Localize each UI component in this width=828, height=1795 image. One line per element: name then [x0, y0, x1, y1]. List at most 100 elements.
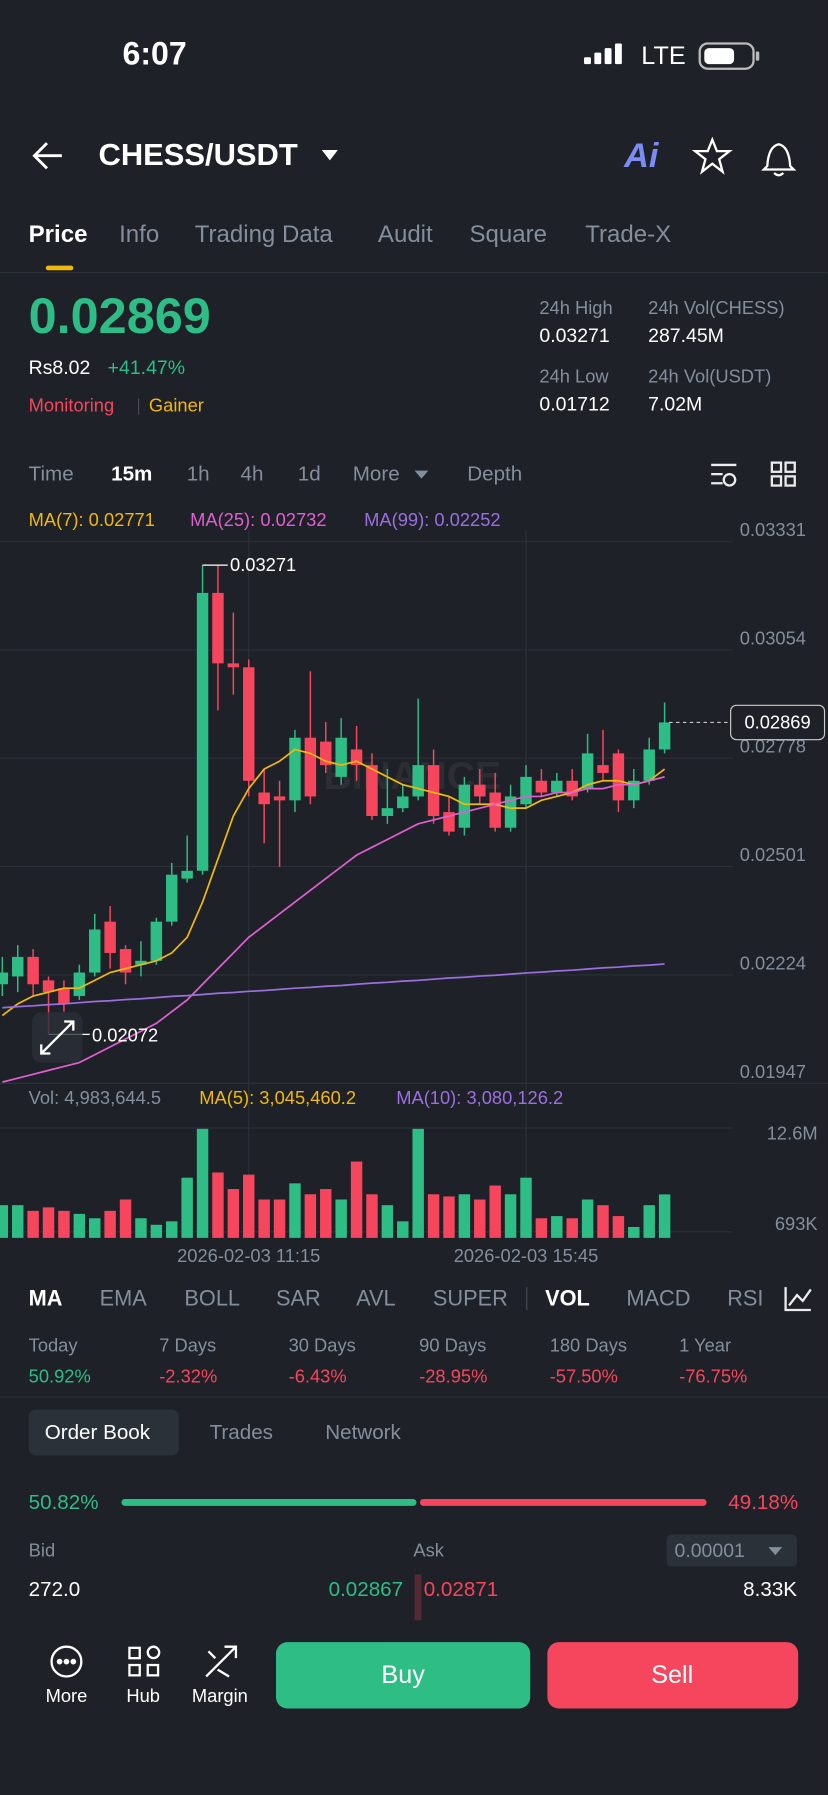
- volume-bar: [658, 1194, 671, 1238]
- tab[interactable]: Audit: [378, 221, 433, 248]
- active-tab-pill: [28, 1409, 179, 1456]
- interval[interactable]: 15m: [111, 463, 152, 486]
- indicator-tab[interactable]: VOL: [545, 1285, 590, 1310]
- layout-icon[interactable]: [770, 461, 796, 487]
- volume-bar: [27, 1210, 39, 1238]
- buy-label[interactable]: Buy: [381, 1661, 425, 1689]
- volume-bar: [381, 1205, 394, 1238]
- interval[interactable]: 1h: [187, 463, 210, 486]
- candle-body: [335, 737, 347, 777]
- ma-legend: MA(7): 0.02771: [29, 509, 155, 530]
- interval[interactable]: Depth: [467, 463, 522, 486]
- low-marker-label: 0.02072: [92, 1025, 158, 1046]
- candle-body: [427, 765, 440, 816]
- tab[interactable]: Square: [470, 221, 548, 248]
- candle-body: [489, 792, 501, 828]
- nav-label[interactable]: Margin: [192, 1685, 248, 1706]
- order-book-tab[interactable]: Order Book: [45, 1421, 151, 1444]
- performance-label: 7 Days: [159, 1335, 216, 1356]
- tag-gainer[interactable]: Gainer: [149, 394, 204, 415]
- volume-tick-label: 693K: [775, 1213, 819, 1234]
- performance-value: -76.75%: [679, 1365, 747, 1386]
- indicator-tab[interactable]: AVL: [356, 1285, 396, 1310]
- indicator-tab[interactable]: RSI: [727, 1285, 763, 1310]
- candle-body: [196, 592, 209, 871]
- active-tab-indicator: [45, 265, 74, 271]
- chart-settings-icon[interactable]: [711, 463, 737, 487]
- last-price-label: 0.02869: [744, 711, 810, 732]
- volume-bar: [243, 1174, 255, 1238]
- back-button[interactable]: [32, 142, 62, 170]
- order-book-tab[interactable]: Trades: [210, 1421, 273, 1444]
- candle-body: [412, 765, 424, 797]
- alert-button[interactable]: [761, 143, 797, 177]
- tab[interactable]: Price: [29, 221, 88, 248]
- interval: Time: [29, 463, 74, 486]
- nav-icons: [50, 1645, 238, 1678]
- order-book-tab[interactable]: Network: [325, 1421, 401, 1444]
- candle-body: [350, 749, 363, 766]
- volume-bar: [366, 1194, 378, 1238]
- ask-price: 0.02871: [424, 1578, 499, 1601]
- indicator-tab[interactable]: MACD: [626, 1285, 690, 1310]
- nav-label[interactable]: More: [46, 1685, 88, 1706]
- volume-bar: [0, 1205, 9, 1238]
- candle-body: [181, 870, 193, 879]
- volume-bar: [551, 1216, 563, 1238]
- candle-body: [320, 741, 332, 766]
- price-change: +41.47%: [108, 357, 185, 379]
- indicator-tab[interactable]: MA: [29, 1285, 63, 1310]
- tab[interactable]: Trade-X: [585, 221, 671, 248]
- indicator-tab[interactable]: EMA: [100, 1285, 148, 1310]
- pair-caret[interactable]: [321, 150, 338, 161]
- y-tick-label: 0.01947: [740, 1061, 806, 1082]
- status-time: 6:07: [123, 36, 187, 72]
- volume-bar: [335, 1199, 347, 1238]
- indicator-tab[interactable]: SAR: [276, 1285, 321, 1310]
- stat-label: 24h Vol(USDT): [648, 366, 771, 387]
- pair-title[interactable]: CHESS/USDT: [99, 137, 298, 172]
- volume-bar: [628, 1226, 640, 1238]
- precision[interactable]: 0.00001: [675, 1540, 745, 1562]
- indicator-tab[interactable]: SUPER: [433, 1285, 508, 1310]
- sell-label[interactable]: Sell: [651, 1661, 693, 1689]
- volume-bar: [304, 1194, 317, 1238]
- candle-body: [535, 780, 548, 793]
- stat-label: 24h High: [539, 297, 612, 318]
- interval[interactable]: 4h: [241, 463, 264, 486]
- expand-button[interactable]: [32, 1012, 83, 1063]
- favorite-button[interactable]: [691, 136, 733, 175]
- interval[interactable]: 1d: [298, 463, 321, 486]
- ma-legend: MA(25): 0.02732: [190, 509, 326, 530]
- network-type: LTE: [641, 42, 685, 70]
- volume-bar: [489, 1185, 501, 1238]
- candle-body: [397, 796, 409, 809]
- performance-value: 50.92%: [29, 1365, 91, 1386]
- ai-button[interactable]: Ai: [623, 137, 660, 175]
- volume-bar: [273, 1199, 286, 1238]
- volume-bar: [320, 1189, 332, 1238]
- y-tick-label: 0.03331: [740, 519, 806, 540]
- y-tick-label: 0.03054: [740, 628, 806, 649]
- candle-body: [581, 753, 594, 789]
- candle-body: [289, 737, 301, 801]
- last-price: 0.02869: [29, 287, 211, 344]
- volume-bar: [566, 1218, 578, 1238]
- buy-button[interactable]: [276, 1642, 531, 1709]
- candle-body: [0, 972, 9, 985]
- indicator-tab[interactable]: BOLL: [184, 1285, 240, 1310]
- tab[interactable]: Info: [119, 221, 159, 248]
- stat-value: 7.02M: [648, 394, 702, 416]
- tab[interactable]: Trading Data: [195, 221, 334, 248]
- precision-box[interactable]: [666, 1534, 798, 1567]
- candle-body: [104, 921, 116, 953]
- candle-body: [135, 960, 147, 965]
- tag-monitoring[interactable]: Monitoring: [29, 394, 115, 415]
- performance-label: 1 Year: [679, 1335, 731, 1356]
- indicator-settings-icon[interactable]: [784, 1287, 812, 1312]
- candle-body: [551, 780, 563, 793]
- nav-label[interactable]: Hub: [126, 1685, 160, 1706]
- sell-button[interactable]: [547, 1642, 799, 1709]
- interval[interactable]: More: [353, 463, 400, 486]
